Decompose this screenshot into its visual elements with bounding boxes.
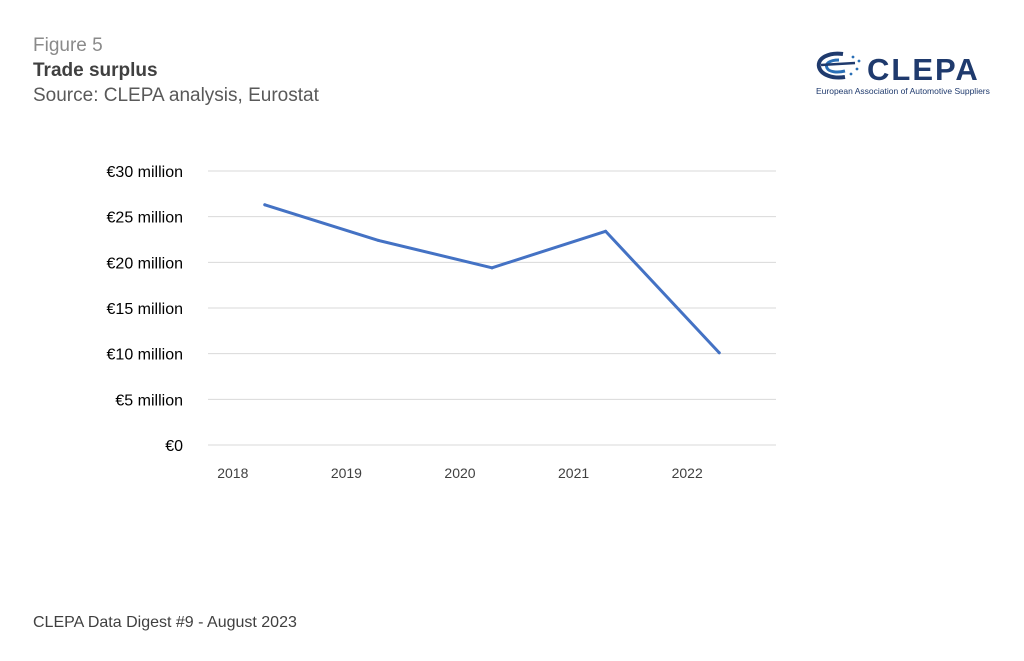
logo-wordmark: CLEPA: [867, 52, 980, 87]
y-tick-label: €0: [165, 438, 183, 455]
data-point: [263, 203, 267, 207]
clepa-logo: CLEPA European Association of Automotive…: [815, 48, 990, 98]
x-axis-ticks: 2018 2019 2020 2021 2022: [217, 465, 703, 481]
data-point: [376, 238, 380, 242]
logo-tagline: European Association of Automotive Suppl…: [816, 86, 990, 96]
y-tick-label: €5 million: [115, 392, 183, 409]
y-axis-ticks: €0 €5 million €10 million €15 million €20 mi…: [107, 164, 184, 455]
figure-source: Source: CLEPA analysis, Eurostat: [33, 85, 319, 106]
y-tick-label: €10 million: [107, 347, 183, 364]
series-layer: [263, 203, 721, 355]
clepa-emblem-icon: [816, 51, 861, 80]
figure-title: Trade surplus: [33, 60, 158, 81]
y-tick-label: €30 million: [107, 164, 183, 181]
x-tick-label: 2020: [444, 465, 475, 481]
x-tick-label: 2018: [217, 465, 248, 481]
figure-header: Figure 5 Trade surplus Source: CLEPA ana…: [33, 34, 319, 108]
figure-label: Figure 5: [33, 35, 103, 56]
x-tick-label: 2022: [672, 465, 703, 481]
x-tick-label: 2021: [558, 465, 589, 481]
y-tick-label: €25 million: [107, 210, 183, 227]
x-tick-label: 2019: [331, 465, 362, 481]
data-point: [490, 266, 494, 270]
y-tick-label: €15 million: [107, 301, 183, 318]
data-point: [604, 229, 608, 233]
series-line: [263, 203, 721, 355]
y-tick-label: €20 million: [107, 255, 183, 272]
gridlines: [208, 170, 776, 446]
data-point: [717, 351, 721, 355]
footer-text: CLEPA Data Digest #9 - August 2023: [33, 614, 297, 631]
